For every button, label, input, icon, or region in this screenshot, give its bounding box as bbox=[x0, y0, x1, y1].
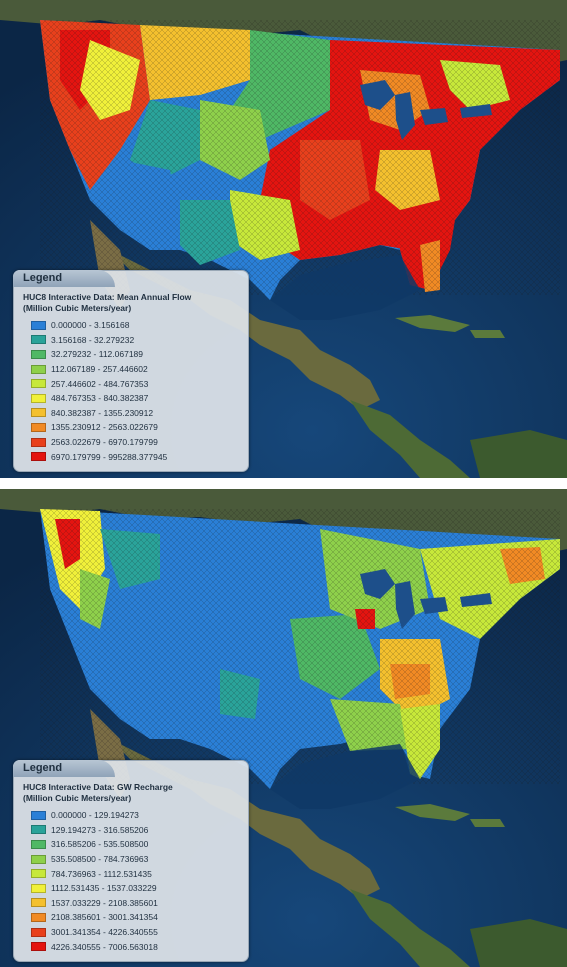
legend-swatch bbox=[31, 335, 46, 345]
legend-header[interactable]: Legend bbox=[13, 270, 115, 287]
legend-title-line2: (Million Cubic Meters/year) bbox=[23, 303, 132, 313]
legend-label: 0.000000 - 3.156168 bbox=[51, 320, 130, 331]
map-legend: Legend HUC8 Interactive Data: GW Recharg… bbox=[13, 760, 249, 962]
legend-item: 1537.033229 - 2108.385601 bbox=[31, 896, 158, 911]
legend-items: 0.000000 - 129.194273 129.194273 - 316.58… bbox=[31, 808, 158, 954]
legend-swatch bbox=[31, 898, 46, 908]
legend-item: 1355.230912 - 2563.022679 bbox=[31, 420, 167, 435]
legend-label: 840.382387 - 1355.230912 bbox=[51, 407, 154, 418]
map-panel-mean-annual-flow[interactable]: Legend HUC8 Interactive Data: Mean Annua… bbox=[0, 0, 567, 478]
legend-label: 112.067189 - 257.446602 bbox=[51, 364, 148, 375]
legend-label: 3.156168 - 32.279232 bbox=[51, 334, 135, 345]
legend-swatch bbox=[31, 320, 46, 330]
legend-item: 535.508500 - 784.736963 bbox=[31, 852, 158, 867]
legend-title-line1: HUC8 Interactive Data: GW Recharge bbox=[23, 782, 173, 792]
legend-title: HUC8 Interactive Data: Mean Annual Flow … bbox=[23, 292, 245, 314]
legend-swatch bbox=[31, 452, 46, 462]
legend-item: 840.382387 - 1355.230912 bbox=[31, 406, 167, 421]
legend-item: 784.736963 - 1112.531435 bbox=[31, 866, 158, 881]
legend-swatch bbox=[31, 839, 46, 849]
legend-item: 316.585206 - 535.508500 bbox=[31, 837, 158, 852]
legend-item: 0.000000 - 129.194273 bbox=[31, 808, 158, 823]
legend-header[interactable]: Legend bbox=[13, 760, 115, 777]
legend-label: 2108.385601 - 3001.341354 bbox=[51, 912, 158, 923]
legend-item: 3001.341354 - 4226.340555 bbox=[31, 925, 158, 940]
legend-swatch bbox=[31, 393, 46, 403]
legend-item: 32.279232 - 112.067189 bbox=[31, 347, 167, 362]
legend-label: 784.736963 - 1112.531435 bbox=[51, 868, 152, 879]
legend-label: 4226.340555 - 7006.563018 bbox=[51, 941, 158, 952]
legend-items: 0.000000 - 3.156168 3.156168 - 32.279232 3… bbox=[31, 318, 167, 464]
legend-swatch bbox=[31, 825, 46, 835]
legend-swatch bbox=[31, 364, 46, 374]
legend-label: 484.767353 - 840.382387 bbox=[51, 393, 149, 404]
legend-label: 129.194273 - 316.585206 bbox=[51, 824, 149, 835]
legend-label: 1355.230912 - 2563.022679 bbox=[51, 422, 158, 433]
legend-swatch bbox=[31, 854, 46, 864]
legend-swatch bbox=[31, 869, 46, 879]
legend-item: 4226.340555 - 7006.563018 bbox=[31, 939, 158, 954]
map-panel-gw-recharge[interactable]: Legend HUC8 Interactive Data: GW Recharg… bbox=[0, 489, 567, 967]
legend-swatch bbox=[31, 883, 46, 893]
legend-item: 257.446602 - 484.767353 bbox=[31, 376, 167, 391]
legend-item: 112.067189 - 257.446602 bbox=[31, 362, 167, 377]
legend-item: 0.000000 - 3.156168 bbox=[31, 318, 167, 333]
legend-item: 2563.022679 - 6970.179799 bbox=[31, 435, 167, 450]
legend-item: 2108.385601 - 3001.341354 bbox=[31, 910, 158, 925]
map-legend: Legend HUC8 Interactive Data: Mean Annua… bbox=[13, 270, 249, 472]
legend-swatch bbox=[31, 379, 46, 389]
legend-swatch bbox=[31, 437, 46, 447]
legend-item: 484.767353 - 840.382387 bbox=[31, 391, 167, 406]
legend-label: 32.279232 - 112.067189 bbox=[51, 349, 144, 360]
legend-title-line1: HUC8 Interactive Data: Mean Annual Flow bbox=[23, 292, 192, 302]
legend-title-line2: (Million Cubic Meters/year) bbox=[23, 793, 132, 803]
legend-swatch bbox=[31, 810, 46, 820]
legend-item: 3.156168 - 32.279232 bbox=[31, 333, 167, 348]
us-watershed-layer bbox=[40, 509, 560, 789]
legend-label: 6970.179799 - 995288.377945 bbox=[51, 451, 168, 462]
map-canvas[interactable] bbox=[0, 489, 567, 967]
legend-label: 535.508500 - 784.736963 bbox=[51, 854, 149, 865]
legend-swatch bbox=[31, 422, 46, 432]
legend-label: 3001.341354 - 4226.340555 bbox=[51, 927, 158, 938]
legend-item: 129.194273 - 316.585206 bbox=[31, 823, 158, 838]
legend-item: 1112.531435 - 1537.033229 bbox=[31, 881, 158, 896]
legend-label: 1537.033229 - 2108.385601 bbox=[51, 897, 158, 908]
legend-label: 316.585206 - 535.508500 bbox=[51, 839, 149, 850]
legend-label: 0.000000 - 129.194273 bbox=[51, 810, 139, 821]
legend-swatch bbox=[31, 408, 46, 418]
map-canvas[interactable] bbox=[0, 0, 567, 478]
legend-swatch bbox=[31, 349, 46, 359]
legend-swatch bbox=[31, 927, 46, 937]
legend-item: 6970.179799 - 995288.377945 bbox=[31, 449, 167, 464]
legend-swatch bbox=[31, 912, 46, 922]
legend-label: 1112.531435 - 1537.033229 bbox=[51, 883, 157, 894]
legend-title: HUC8 Interactive Data: GW Recharge (Mill… bbox=[23, 782, 245, 804]
legend-label: 257.446602 - 484.767353 bbox=[51, 378, 149, 389]
us-watershed-layer bbox=[40, 20, 560, 300]
legend-label: 2563.022679 - 6970.179799 bbox=[51, 437, 158, 448]
legend-swatch bbox=[31, 942, 46, 952]
